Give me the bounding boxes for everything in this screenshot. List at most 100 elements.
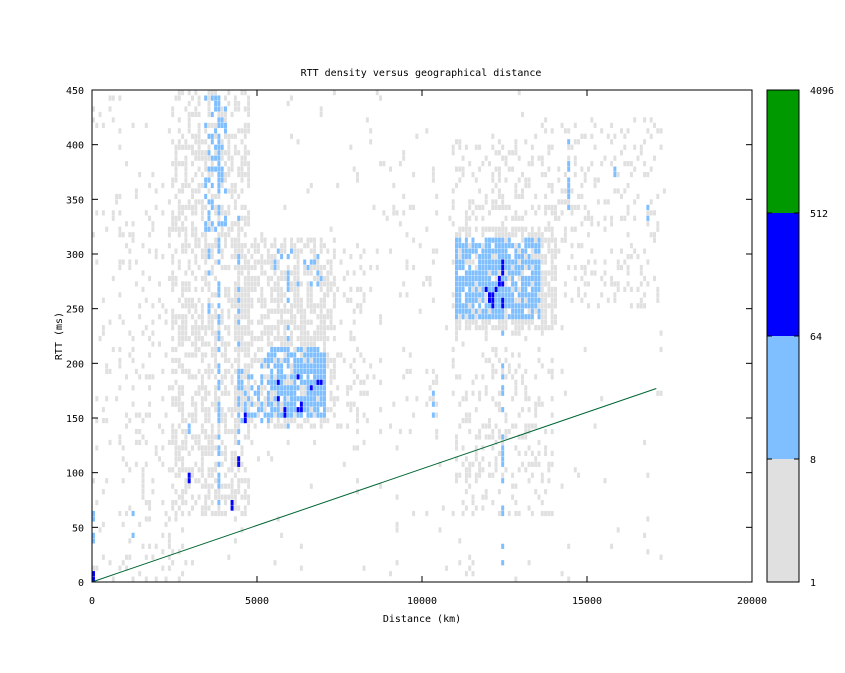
density-cell [167, 232, 171, 238]
density-cell [283, 319, 287, 325]
density-cell [237, 232, 241, 238]
density-cell [494, 286, 498, 292]
density-cell [435, 401, 439, 407]
density-cell [563, 232, 567, 238]
density-cell [105, 396, 109, 402]
density-cell [270, 325, 274, 331]
density-cell [257, 357, 260, 364]
density-cell [243, 434, 247, 440]
density-cell [544, 281, 548, 287]
density-cell [243, 374, 247, 380]
density-cell [511, 314, 515, 320]
density-cell [174, 357, 178, 364]
density-cell [200, 510, 204, 517]
density-cell [537, 461, 541, 467]
density-cell [306, 418, 310, 424]
density-cell [544, 445, 548, 451]
density-cell [240, 418, 244, 424]
density-cell [247, 297, 251, 303]
density-cell [319, 385, 323, 391]
density-cell [507, 297, 511, 303]
density-cell [517, 467, 521, 473]
density-cell [164, 576, 168, 582]
density-cell [501, 456, 505, 462]
density-cell [174, 95, 178, 101]
density-cell [514, 215, 518, 221]
density-cell [273, 308, 277, 314]
density-cell [662, 188, 666, 194]
density-cell [247, 182, 251, 189]
density-cell [306, 379, 310, 385]
density-cell [643, 172, 647, 178]
density-cell [365, 117, 369, 123]
density-cell [458, 264, 462, 271]
density-cell [210, 221, 214, 227]
density-cell [468, 472, 472, 478]
density-cell [250, 341, 254, 347]
density-cell [174, 396, 178, 402]
density-cell [464, 248, 468, 254]
density-cell [501, 319, 505, 325]
density-cell [478, 434, 482, 440]
density-cell [177, 445, 181, 451]
density-cell [306, 374, 310, 380]
density-cell [214, 133, 218, 139]
density-cell [280, 314, 284, 320]
x-tick-label: 5000 [245, 596, 269, 607]
density-cell [464, 232, 468, 238]
density-cell [266, 423, 270, 429]
density-cell [306, 243, 310, 249]
density-cell [587, 215, 590, 221]
density-cell [95, 418, 99, 424]
density-cell [177, 139, 181, 145]
density-cell [537, 401, 541, 407]
density-cell [214, 341, 218, 347]
density-cell [220, 308, 224, 314]
density-cell [464, 303, 468, 309]
density-cell [194, 401, 198, 407]
density-cell [478, 254, 482, 260]
density-cell [217, 155, 221, 161]
density-cell [481, 275, 485, 282]
density-cell [174, 461, 178, 467]
density-cell [200, 385, 204, 391]
density-cell [323, 368, 326, 374]
density-cell [633, 117, 637, 123]
density-cell [243, 314, 247, 320]
density-cell [184, 439, 188, 446]
density-cell [286, 100, 290, 107]
density-cell [629, 172, 633, 178]
density-cell [323, 374, 326, 380]
density-cell [349, 330, 353, 336]
density-cell [316, 303, 320, 309]
density-cell [131, 221, 135, 227]
density-cell [296, 281, 300, 287]
density-cell [240, 90, 244, 96]
density-cell [191, 445, 194, 451]
density-cell [303, 336, 307, 342]
density-cell [362, 248, 366, 254]
density-cell [230, 505, 234, 511]
density-cell [332, 368, 336, 374]
density-cell [501, 243, 505, 249]
density-cell [171, 385, 175, 391]
density-cell [431, 259, 435, 265]
density-cell [616, 188, 620, 194]
density-cell [643, 139, 647, 145]
density-cell [484, 155, 488, 161]
density-cell [547, 478, 551, 484]
density-cell [217, 144, 221, 150]
density-cell [524, 450, 528, 456]
density-cell [527, 314, 531, 320]
density-cell [303, 401, 307, 407]
density-cell [243, 330, 247, 336]
density-cell [504, 226, 508, 232]
density-cell [497, 390, 501, 396]
density-cell [478, 396, 482, 402]
density-cell [184, 500, 188, 506]
density-cell [187, 336, 191, 342]
density-cell [458, 314, 462, 320]
density-cell [151, 172, 155, 178]
density-cell [204, 407, 208, 413]
density-cell [501, 308, 505, 314]
